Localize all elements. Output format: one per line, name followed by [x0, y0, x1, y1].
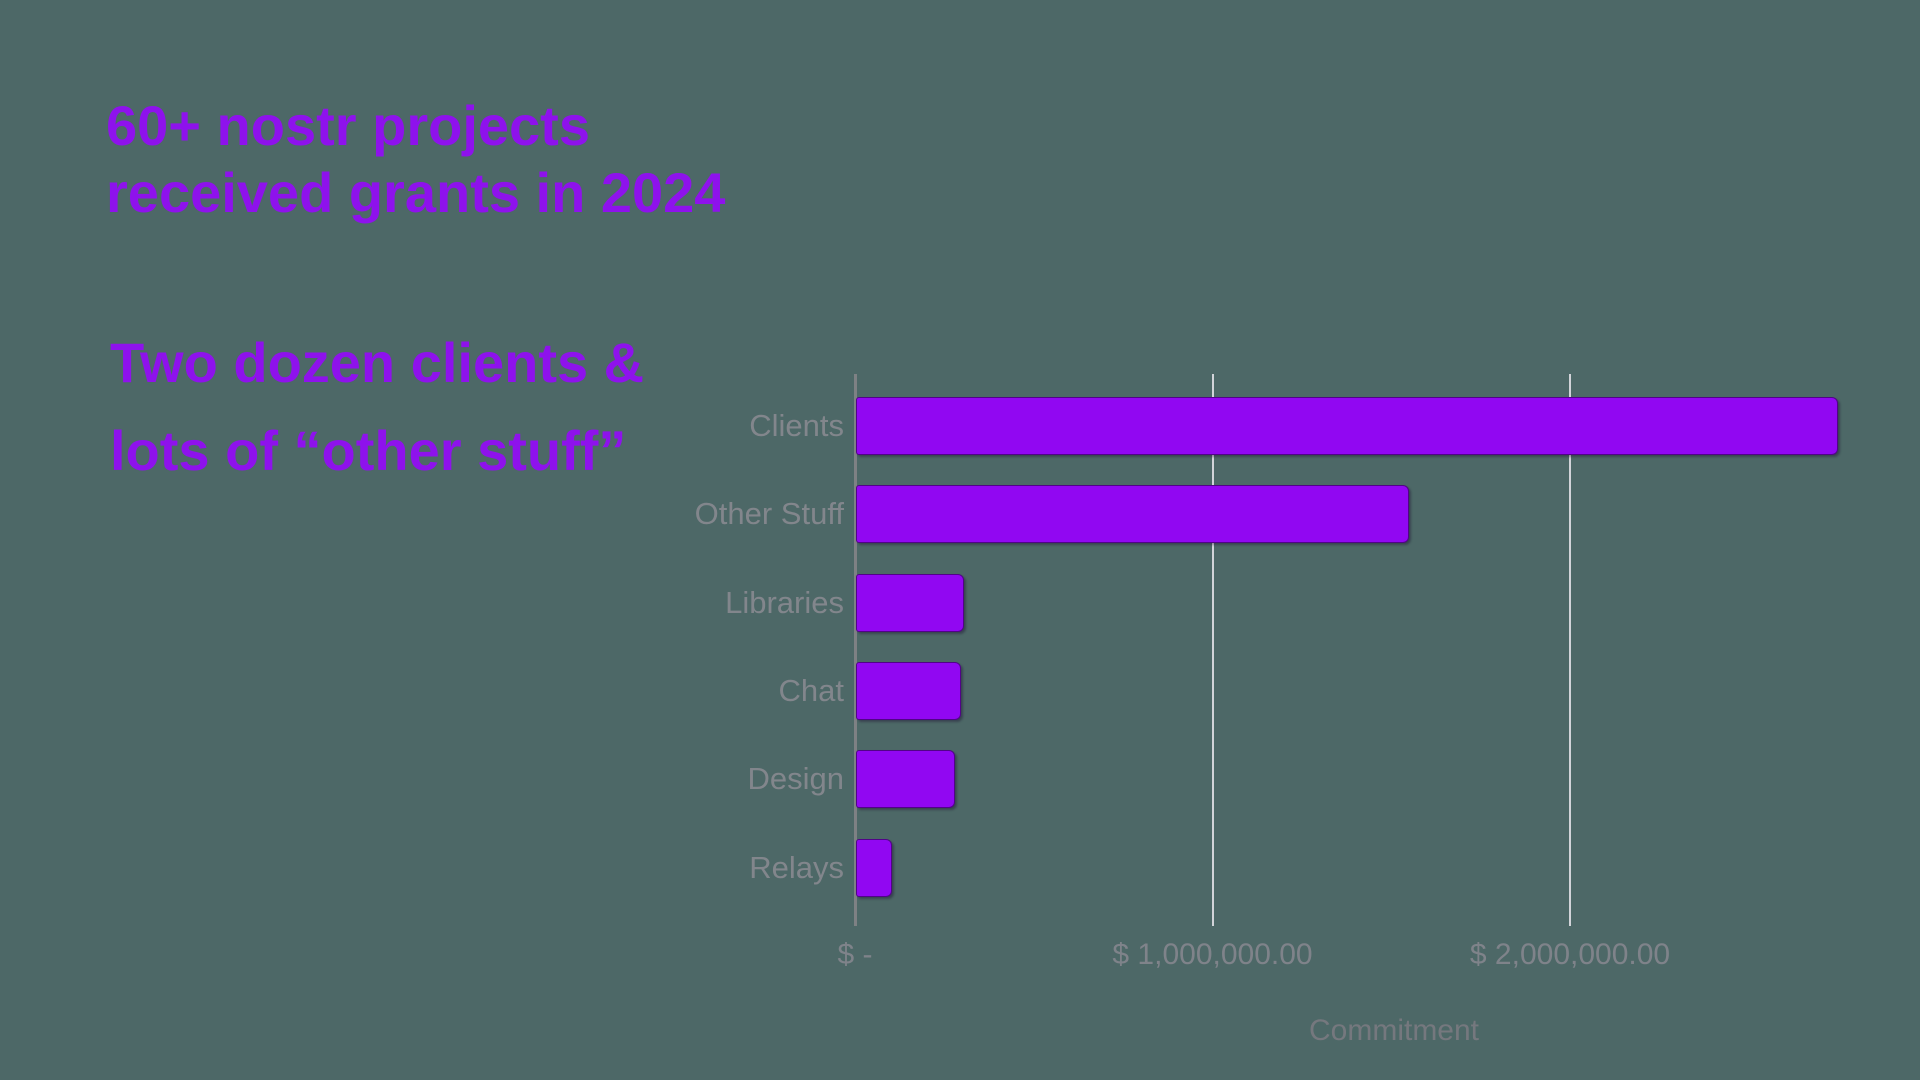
x-tick-label--1-000-000-00: $ 1,000,000.00 — [1112, 938, 1313, 971]
x-tick-label--2-000-000-00: $ 2,000,000.00 — [1469, 938, 1671, 971]
category-label-clients: Clients — [749, 408, 844, 443]
gridline-1000000 — [1211, 374, 1214, 926]
bar-other-stuff — [856, 485, 1409, 544]
slide-title: 60+ nostr projects received grants in 20… — [106, 92, 725, 226]
slide-title-line-2: received grants in 2024 — [106, 161, 726, 224]
slide-title-line-1: 60+ nostr projects — [106, 94, 590, 157]
x-axis-title: Commitment — [1308, 1014, 1480, 1047]
category-label-other-stuff: Other Stuff — [694, 496, 844, 532]
slide-subtitle: Two dozen clients & lots of “other stuff… — [110, 319, 644, 495]
x-tick-label--: $ - — [837, 938, 873, 971]
category-label-chat: Chat — [778, 672, 844, 708]
slide-subtitle-line-2: lots of “other stuff” — [110, 419, 627, 482]
category-label-libraries: Libraries — [725, 584, 844, 620]
bar-chat — [856, 661, 961, 720]
bar-relays — [856, 838, 893, 897]
gridline-2000000 — [1569, 374, 1571, 926]
slide-subtitle-line-1: Two dozen clients & — [110, 331, 645, 394]
y-axis-line — [854, 374, 857, 926]
plot-area — [854, 374, 1877, 926]
bar-libraries — [856, 573, 964, 632]
bar-design — [856, 750, 955, 809]
bar-clients — [856, 397, 1838, 455]
category-label-design: Design — [747, 761, 845, 797]
category-label-relays: Relays — [749, 849, 844, 885]
